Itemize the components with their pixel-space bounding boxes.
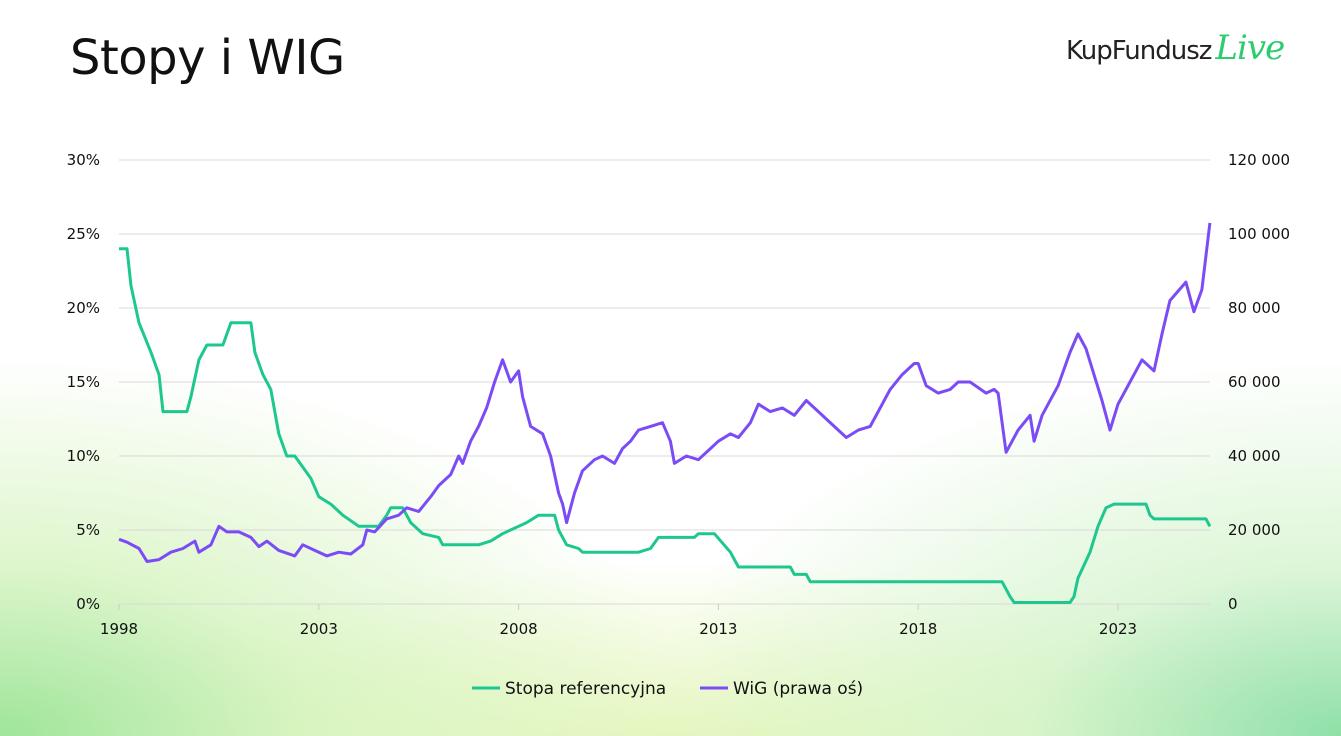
x-tick-label: 2003 <box>300 620 338 638</box>
y-tick-label-left: 30% <box>67 151 100 169</box>
y-tick-label-left: 20% <box>67 299 100 317</box>
page-title: Stopy i WIG <box>70 30 345 86</box>
y-axis-left: 0% 5% 10% 15% 20% 25% 30% <box>67 151 100 613</box>
y-tick-label-right: 120 000 <box>1228 151 1290 169</box>
series-line-wig <box>118 222 1212 563</box>
legend: Stopa referencyjna WiG (prawa oś) <box>472 679 863 699</box>
y-tick-label-left: 0% <box>76 595 100 613</box>
y-axis-right: 0 20 000 40 000 60 000 80 000 100 000 120 000 <box>1228 151 1290 613</box>
y-tick-label-left: 15% <box>67 373 100 391</box>
x-axis: 1998 2003 2008 2013 2018 2023 <box>100 604 1137 638</box>
y-tick-label-left: 10% <box>67 447 100 465</box>
x-tick-label: 1998 <box>100 620 138 638</box>
y-tick-label-right: 0 <box>1228 595 1238 613</box>
x-tick-label: 2018 <box>899 620 937 638</box>
x-tick-label: 2023 <box>1099 620 1137 638</box>
x-tick-label: 2008 <box>500 620 538 638</box>
legend-label: WiG (prawa oś) <box>733 679 863 699</box>
series-lines <box>118 222 1212 604</box>
logo-accent: Live <box>1215 28 1285 68</box>
y-tick-label-left: 25% <box>67 225 100 243</box>
logo: KupFundusz Live <box>1066 28 1285 68</box>
y-tick-label-right: 80 000 <box>1228 299 1281 317</box>
y-tick-label-right: 40 000 <box>1228 447 1281 465</box>
x-tick-label: 2013 <box>699 620 737 638</box>
y-tick-label-right: 20 000 <box>1228 521 1281 539</box>
y-tick-label-right: 100 000 <box>1228 225 1290 243</box>
logo-text: KupFundusz <box>1066 36 1212 66</box>
series-line-stopa-referencyjna <box>119 247 1212 604</box>
legend-label: Stopa referencyjna <box>505 679 666 699</box>
y-tick-label-left: 5% <box>76 521 100 539</box>
y-tick-label-right: 60 000 <box>1228 373 1281 391</box>
